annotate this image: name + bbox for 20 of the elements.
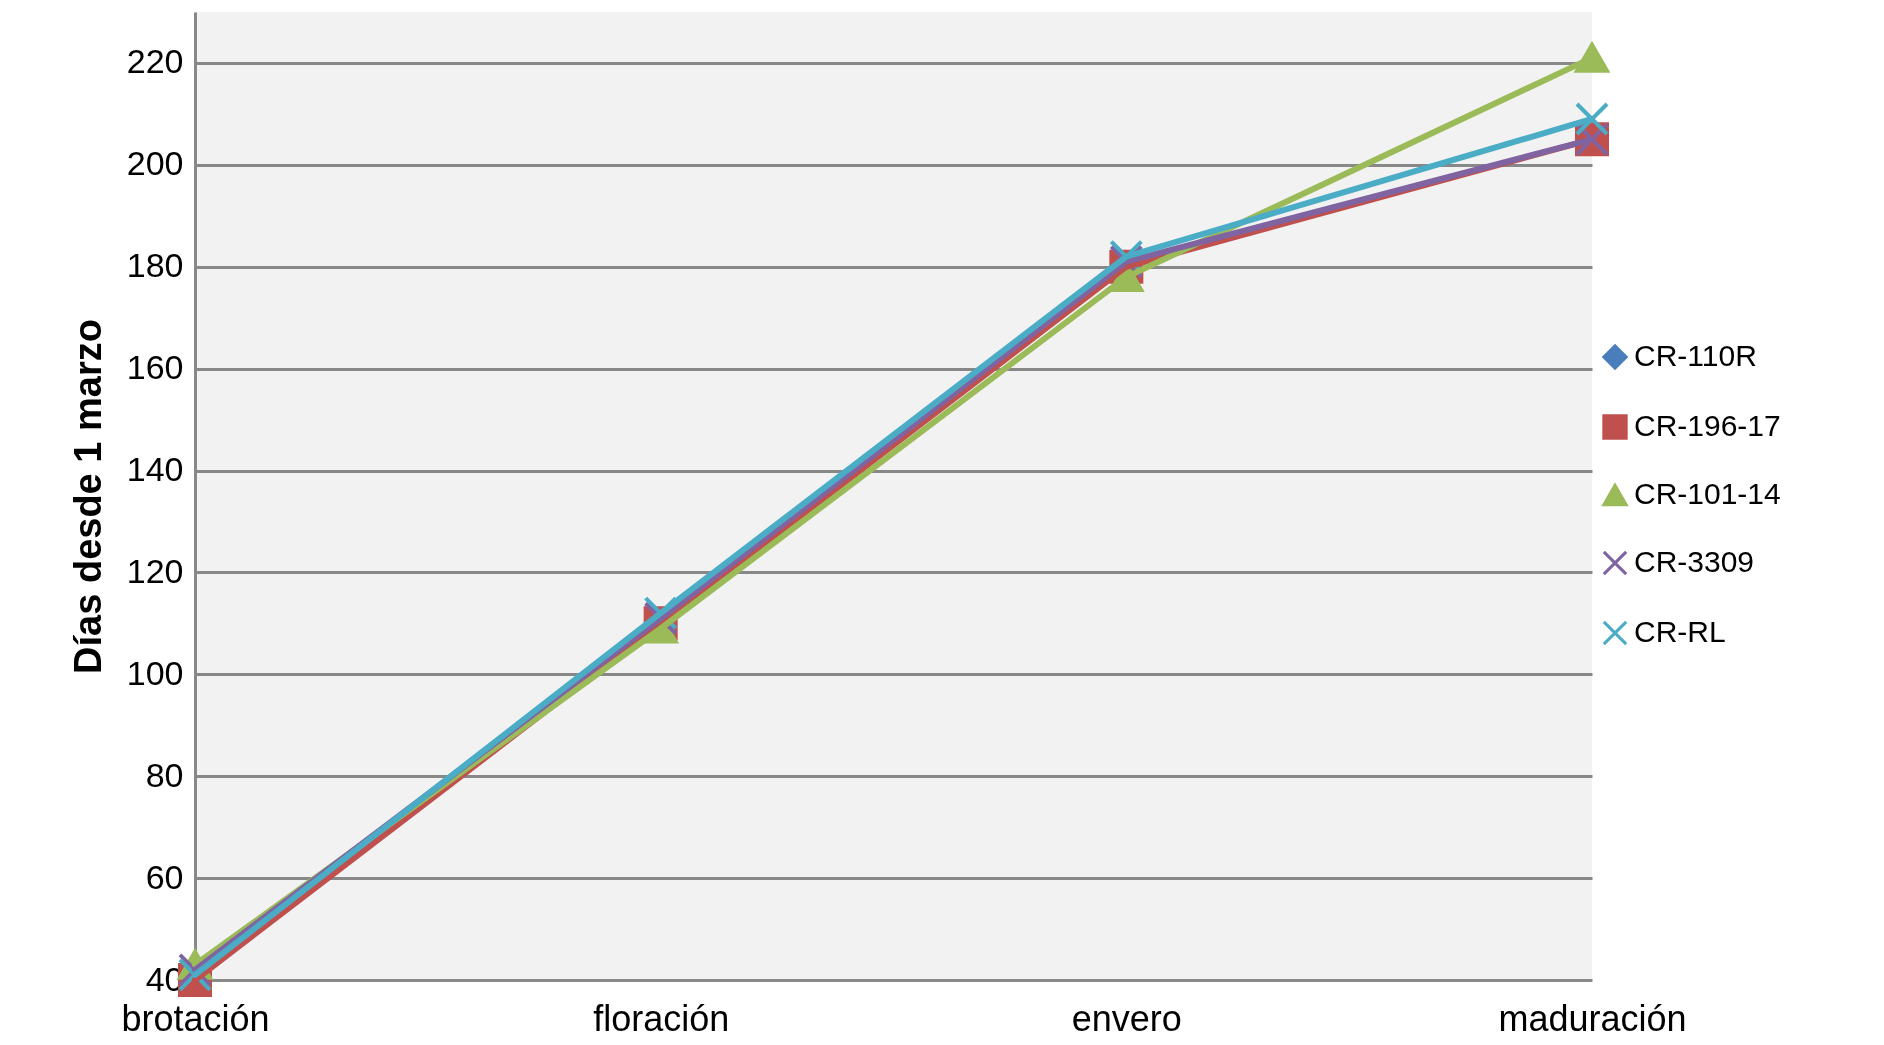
x-tick-label: envero	[1071, 997, 1182, 1039]
legend-label: CR-RL	[1634, 615, 1726, 648]
y-tick-label: 60	[145, 857, 184, 896]
y-tick-label: 180	[126, 246, 184, 285]
legend-label: CR-101-14	[1634, 477, 1781, 510]
y-tick-label: 200	[126, 144, 184, 183]
legend-label: CR-196-17	[1634, 409, 1781, 442]
y-tick-label: 220	[126, 42, 184, 81]
y-tick-label: 160	[126, 348, 184, 387]
y-axis-title: Días desde 1 marzo	[66, 319, 109, 674]
legend-label: CR-110R	[1634, 339, 1757, 372]
y-tick-label: 140	[126, 450, 184, 489]
legend-label: CR-3309	[1634, 545, 1755, 578]
x-tick-label: brotación	[121, 997, 270, 1039]
y-tick-label: 100	[126, 653, 184, 692]
y-tick-label: 120	[126, 551, 184, 590]
point	[1575, 101, 1609, 136]
x-tick-label: floración	[593, 997, 730, 1039]
y-tick-label: 80	[145, 755, 184, 794]
x-tick-label: maduración	[1498, 997, 1687, 1039]
